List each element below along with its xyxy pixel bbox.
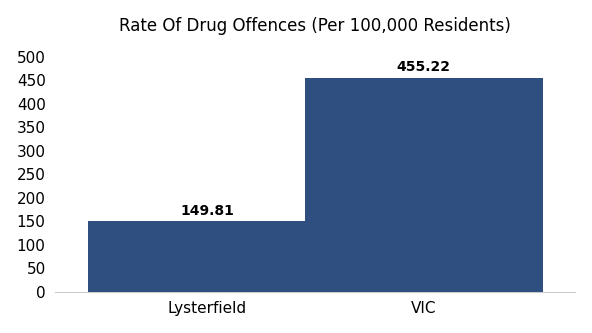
Bar [304, 78, 543, 292]
Text: 455.22: 455.22 [397, 61, 451, 75]
Text: 149.81: 149.81 [180, 204, 234, 218]
Bar [88, 221, 326, 292]
Title: Rate Of Drug Offences (Per 100,000 Residents): Rate Of Drug Offences (Per 100,000 Resid… [120, 17, 511, 35]
